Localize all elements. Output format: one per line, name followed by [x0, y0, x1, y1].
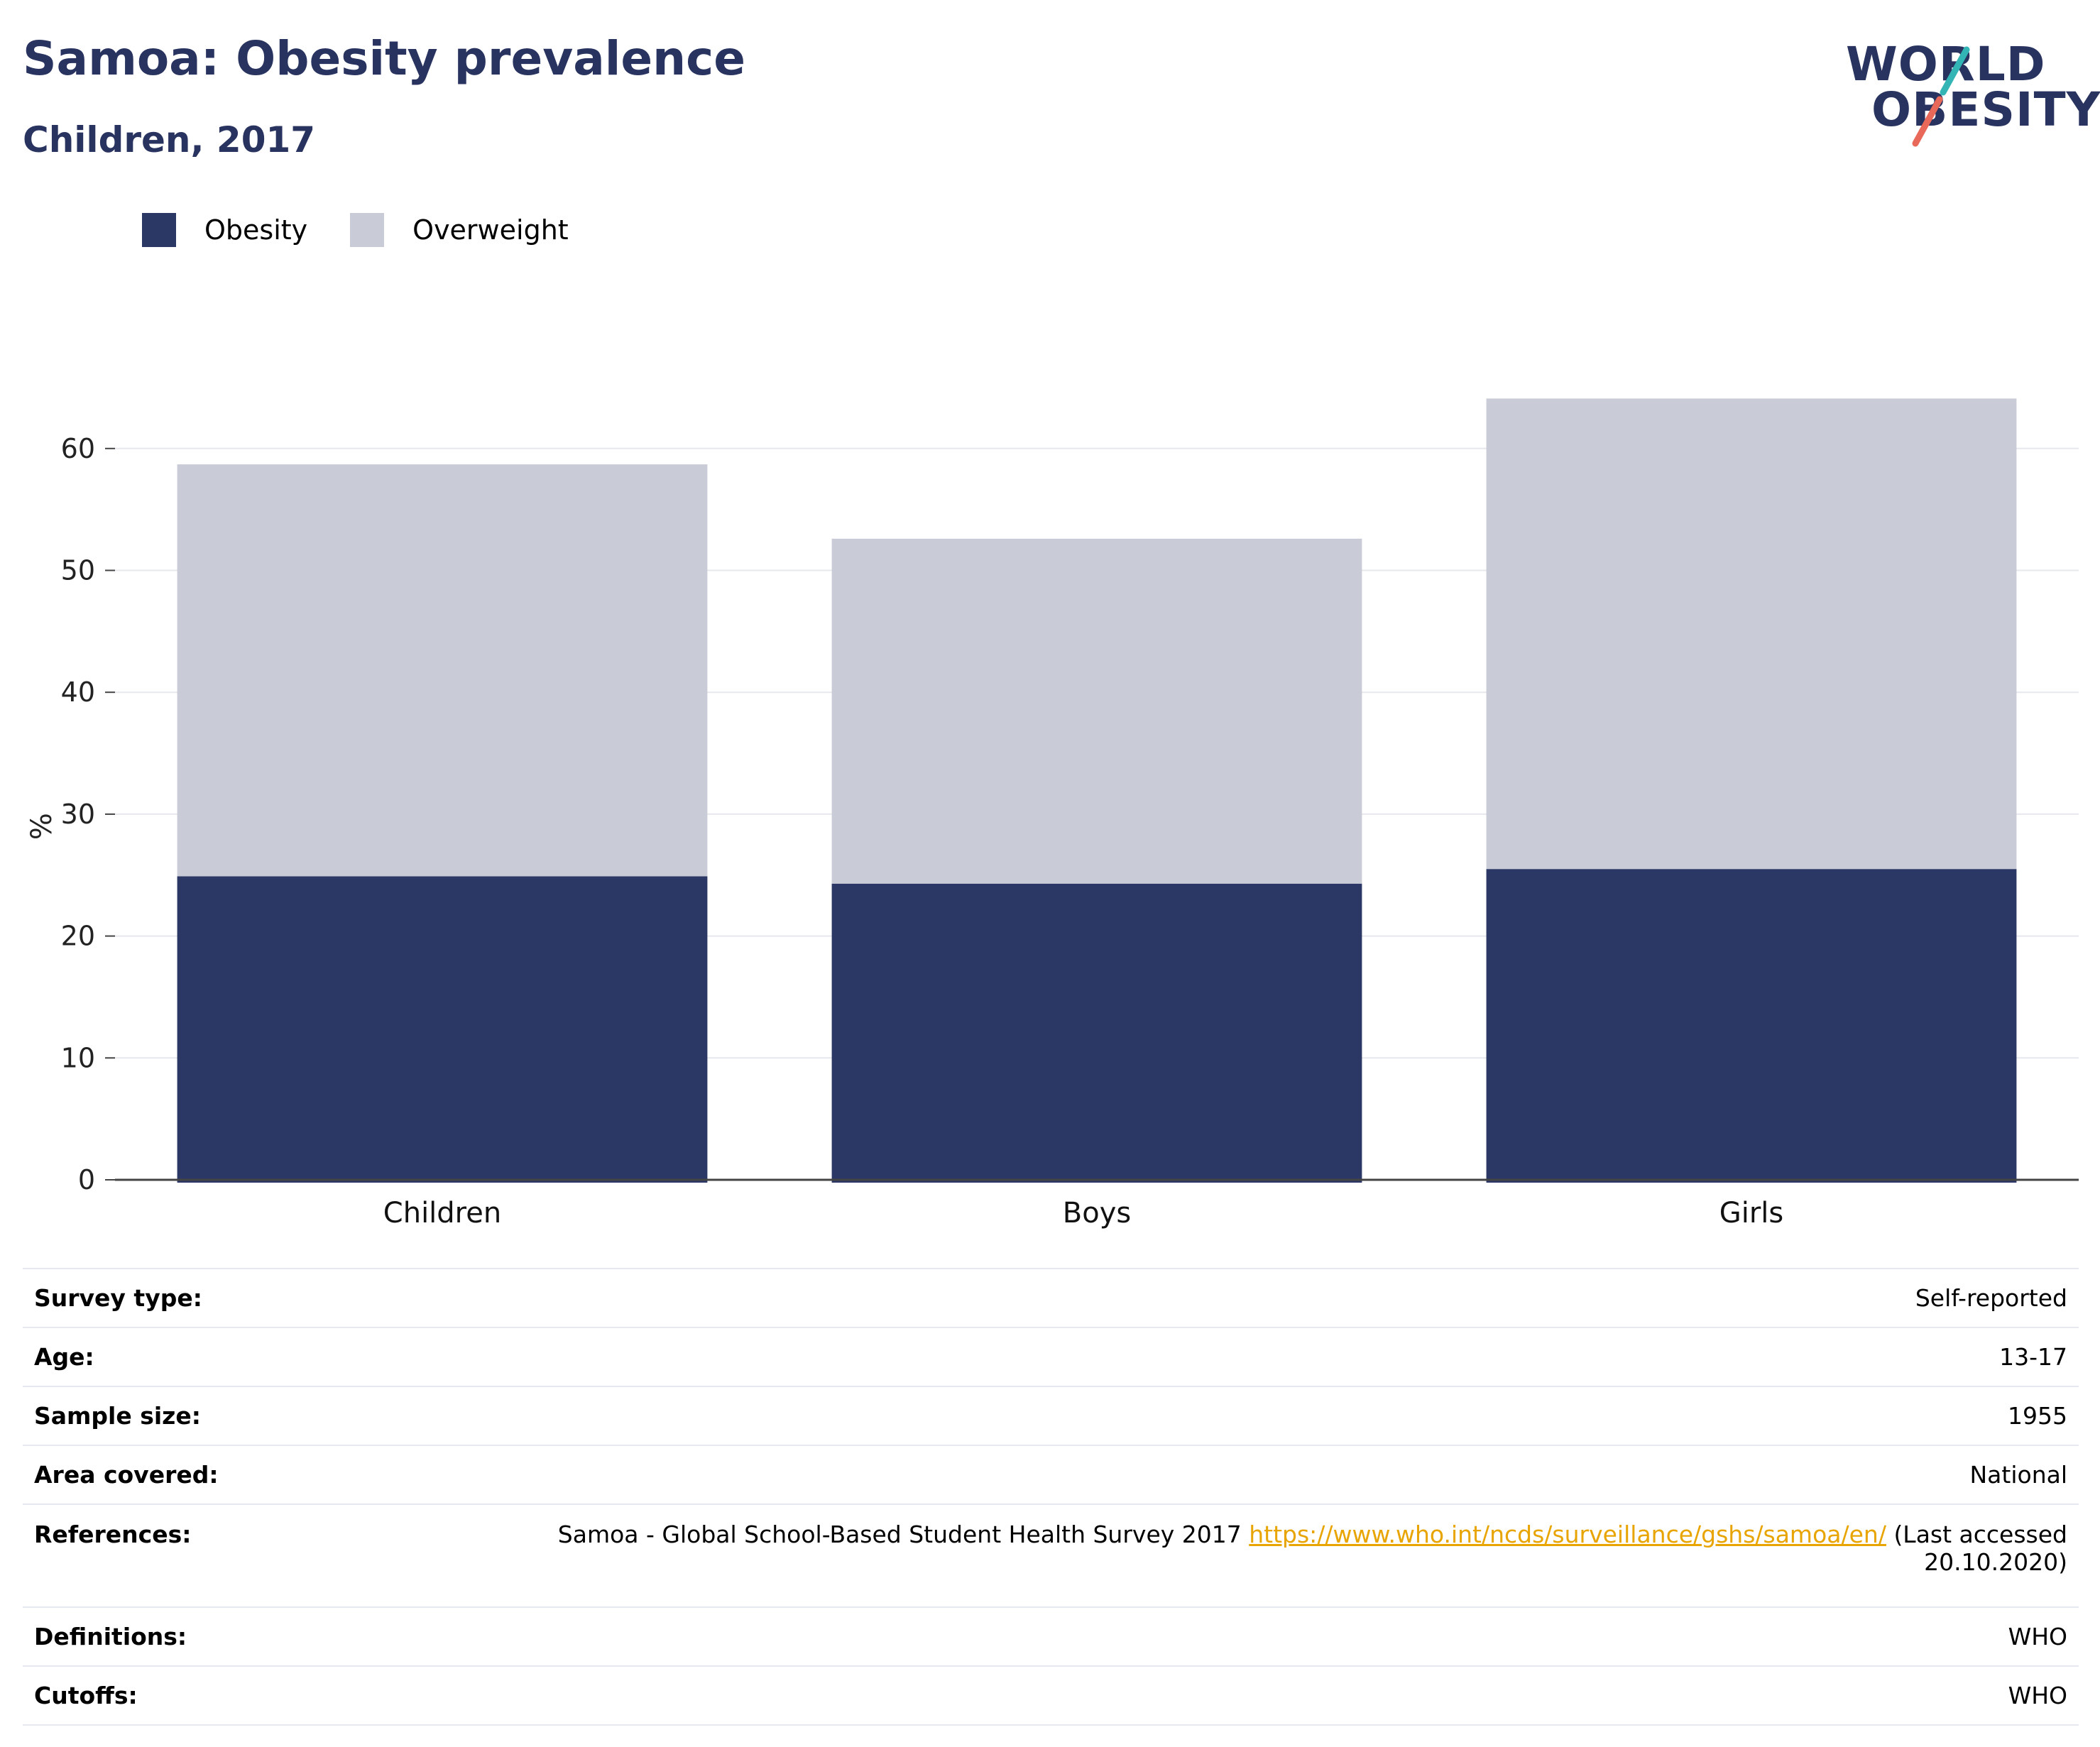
table-row: Age: 13-17 [23, 1327, 2079, 1386]
y-tick-label: 40 [61, 677, 95, 708]
world-obesity-logo: WORLD OBESITY [1846, 21, 2100, 149]
bar-chart: 0 10 20 30 40 50 60% Children Boys Girls [26, 398, 2079, 1230]
y-tick-label: 20 [61, 921, 95, 952]
reference-accessed-date: 20.10.2020) [1924, 1548, 2067, 1576]
legend-item-overweight[interactable]: Overweight [350, 213, 569, 247]
chart-legend: Obesity Overweight [142, 210, 611, 250]
logo-line-2: OBESITY [1871, 82, 2100, 137]
logo-slash-icon [1912, 46, 1970, 147]
logo-line-1: WORLD [1846, 37, 2046, 92]
y-tick-label: 60 [61, 433, 95, 464]
legend-item-obesity[interactable]: Obesity [142, 213, 307, 247]
table-row: Area covered: National [23, 1445, 2079, 1504]
row-label-age: Age: [34, 1343, 94, 1371]
bar-obesity-children [177, 876, 708, 1183]
row-label-area-covered: Area covered: [34, 1461, 219, 1489]
row-value-age: 13-17 [1999, 1343, 2067, 1371]
table-row: References: Samoa - Global School-Based … [23, 1504, 2079, 1607]
bar-obesity-girls [1486, 869, 2017, 1183]
legend-swatch-overweight [350, 213, 385, 247]
reference-text: Samoa - Global School-Based Student Heal… [557, 1521, 1242, 1548]
page-subtitle: Children, 2017 [23, 119, 316, 160]
bar-overweight-boys [831, 538, 1362, 884]
survey-details-table: Survey type: Self-reported Age: 13-17 Sa… [23, 1268, 2079, 1726]
table-row: Sample size: 1955 [23, 1386, 2079, 1445]
y-tick-label: 0 [78, 1164, 95, 1195]
x-tick-label: Children [383, 1197, 501, 1230]
row-label-cutoffs: Cutoffs: [34, 1682, 138, 1709]
row-value-survey-type: Self-reported [1915, 1284, 2067, 1312]
row-label-survey-type: Survey type: [34, 1284, 202, 1312]
y-axis-title: % [26, 813, 58, 840]
page-title: Samoa: Obesity prevalence [23, 31, 746, 86]
table-row: Survey type: Self-reported [23, 1269, 2079, 1327]
bar-obesity-boys [831, 883, 1362, 1183]
row-value-definitions: WHO [2008, 1623, 2067, 1650]
row-label-definitions: Definitions: [34, 1623, 187, 1650]
row-value-cutoffs: WHO [2008, 1682, 2067, 1709]
x-tick-label: Girls [1719, 1197, 1784, 1230]
x-tick-label: Boys [1063, 1197, 1131, 1230]
bar-overweight-girls [1486, 398, 2017, 870]
row-value-references: Samoa - Global School-Based Student Heal… [415, 1504, 2079, 1607]
y-tick-label: 10 [61, 1042, 95, 1073]
reference-accessed: (Last accessed [1893, 1521, 2067, 1548]
y-tick-label: 50 [61, 555, 95, 586]
row-value-sample-size: 1955 [2008, 1402, 2067, 1430]
legend-label-obesity: Obesity [204, 214, 308, 246]
y-tick-label: 30 [61, 799, 95, 830]
row-label-references: References: [34, 1521, 192, 1548]
legend-swatch-obesity [142, 213, 176, 247]
legend-label-overweight: Overweight [412, 214, 569, 246]
row-value-area-covered: National [1969, 1461, 2067, 1489]
row-label-sample-size: Sample size: [34, 1402, 201, 1430]
bar-overweight-children [177, 464, 708, 877]
table-row: Cutoffs: WHO [23, 1666, 2079, 1725]
reference-link[interactable]: https://www.who.int/ncds/surveillance/gs… [1249, 1521, 1886, 1548]
table-row: Definitions: WHO [23, 1607, 2079, 1666]
